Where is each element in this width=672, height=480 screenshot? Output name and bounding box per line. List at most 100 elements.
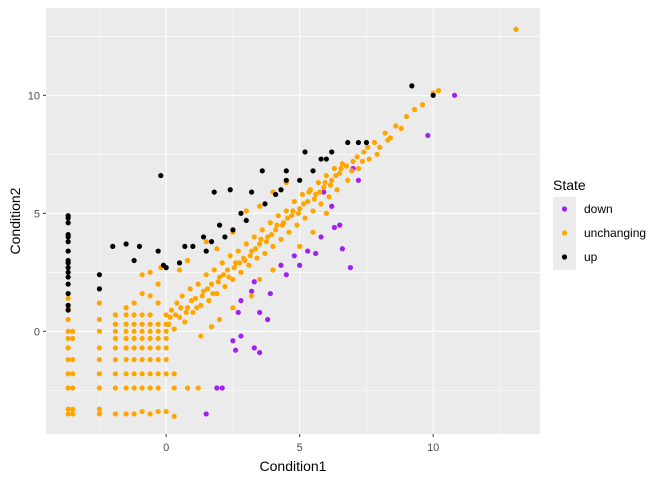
point-unchanging [123,371,129,377]
point-down [305,248,311,254]
legend-label-down: down [584,202,613,216]
point-up [65,290,71,297]
point-unchanging [187,286,193,292]
legend-title: State [553,177,586,193]
point-unchanging [178,305,184,311]
point-unchanging [155,328,161,334]
legend-key-up [561,254,568,260]
point-unchanging [190,309,196,316]
point-unchanging [194,305,200,311]
point-unchanging [243,208,249,214]
point-up [302,149,308,155]
point-unchanging [329,177,335,183]
point-up [409,83,415,89]
point-unchanging [310,208,316,214]
point-unchanging [112,357,119,363]
point-unchanging [131,357,137,363]
point-unchanging [131,312,137,318]
point-unchanging [322,180,328,186]
point-unchanging [184,385,191,391]
point-unchanging [96,357,103,363]
point-unchanging [147,312,153,318]
point-unchanging [513,26,519,32]
point-unchanging [257,241,263,247]
point-unchanging [171,385,177,391]
point-unchanging [242,257,248,264]
point-unchanging [232,260,239,266]
point-unchanging [267,220,273,226]
point-unchanging [123,321,129,327]
point-unchanging [236,260,243,266]
point-up [65,302,71,308]
point-unchanging [147,328,153,334]
point-unchanging [163,345,169,351]
point-unchanging [147,321,153,327]
point-unchanging [123,335,129,342]
point-unchanging [331,165,337,172]
point-down [337,222,343,228]
point-unchanging [382,130,388,136]
point-unchanging [155,408,161,415]
point-up [355,139,362,146]
point-unchanging [305,198,311,205]
point-unchanging [274,222,280,228]
point-unchanging [294,222,300,228]
point-up [190,243,196,249]
point-unchanging [182,319,188,325]
point-unchanging [112,328,119,334]
point-up [329,149,335,155]
point-down [331,224,337,231]
point-up [182,243,188,249]
point-up [65,274,71,280]
point-unchanging [377,144,383,150]
point-unchanging [112,385,119,391]
point-unchanging [203,239,209,245]
point-unchanging [147,385,153,391]
y-tick-label: 5 [34,208,40,220]
point-unchanging [208,324,215,330]
point-down [267,290,273,297]
point-unchanging [333,172,339,179]
point-unchanging [70,406,76,412]
point-unchanging [174,300,180,306]
point-unchanging [263,239,269,245]
point-unchanging [297,243,303,249]
point-unchanging [299,191,305,198]
point-unchanging [112,321,119,327]
legend-key-unchanging [561,230,568,236]
point-unchanging [262,250,268,257]
point-up [203,248,209,254]
point-unchanging [131,335,137,342]
point-unchanging [147,411,153,417]
point-up [222,234,228,240]
point-up [430,92,436,98]
point-down [291,253,297,259]
point-unchanging [184,305,191,311]
point-unchanging [155,321,161,327]
point-unchanging [155,357,161,363]
point-unchanging [270,267,276,273]
point-unchanging [235,248,241,254]
point-unchanging [139,335,145,342]
point-unchanging [210,290,216,297]
point-down [265,316,271,323]
point-unchanging [163,328,169,334]
point-unchanging [385,137,391,143]
point-down [347,265,354,271]
point-unchanging [155,385,161,391]
point-unchanging [359,158,366,165]
point-unchanging [147,269,153,275]
point-unchanging [200,288,207,294]
point-unchanging [206,298,212,304]
point-unchanging [279,222,285,228]
point-up [65,213,71,219]
point-up [155,248,161,254]
point-unchanging [301,201,307,207]
point-unchanging [253,246,259,252]
point-down [321,189,327,195]
point-unchanging [435,88,442,94]
point-unchanging [393,123,399,129]
point-unchanging [65,385,71,391]
point-unchanging [123,312,129,318]
